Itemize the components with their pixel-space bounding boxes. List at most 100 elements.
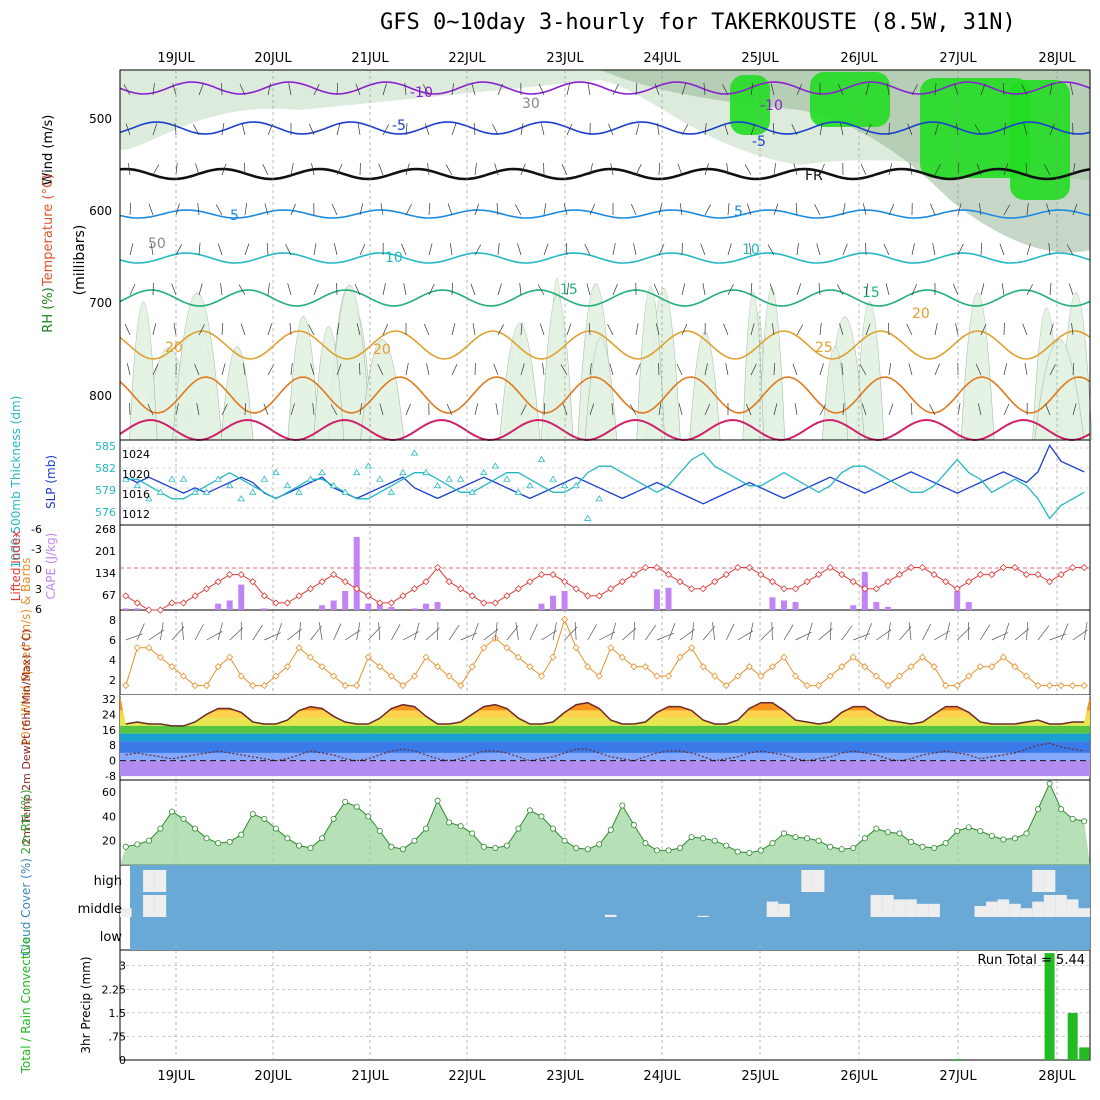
wind10-barb	[899, 626, 912, 641]
run-total-label: Run Total = 5.44	[977, 953, 1085, 968]
thickness-marker	[272, 468, 280, 476]
rh2m-marker	[226, 838, 233, 845]
cloud-mid-block	[1009, 903, 1021, 917]
lifted-index-marker	[884, 578, 892, 586]
rh2m-marker	[145, 837, 152, 844]
upper-wind-barb	[769, 283, 775, 296]
upper-wind-barb	[126, 363, 131, 376]
rh-high-area	[810, 72, 890, 127]
upper-ylabel-mb: (millibars)	[72, 225, 88, 296]
date-label-bottom: 26JUL	[840, 1069, 878, 1084]
wind10-marker	[318, 663, 326, 671]
thickness-ylabel: 1000-500mb Thickness (dm)	[9, 396, 23, 569]
wind10-marker	[549, 653, 557, 661]
thickness-marker	[214, 475, 222, 482]
contour-label: 5	[230, 208, 239, 224]
date-label-bottom: 22JUL	[448, 1069, 486, 1084]
lifted-index-marker	[122, 592, 130, 600]
rh-band	[821, 346, 849, 441]
wind10-marker	[861, 663, 869, 671]
upper-wind-barb	[1003, 163, 1009, 176]
wind10-marker	[1057, 681, 1065, 690]
wind10-marker	[341, 681, 349, 690]
isotherm-10	[119, 252, 1091, 264]
rh2m-marker	[908, 838, 915, 845]
rh2m-marker	[873, 825, 880, 832]
li-tick: 3	[35, 583, 42, 596]
rh2m-marker	[376, 828, 383, 835]
upper-wind-barb	[658, 243, 665, 256]
wind10-marker	[410, 672, 419, 680]
lifted-index-marker	[422, 578, 430, 586]
wind10-barb	[448, 624, 460, 641]
thickness-marker	[468, 488, 476, 495]
upper-wind-barb	[794, 403, 798, 416]
cape-bar	[792, 602, 799, 610]
upper-wind-barb	[750, 83, 754, 96]
thickness-marker	[560, 481, 569, 489]
upper-wind-barb	[819, 163, 825, 176]
cloud-mid-block	[1020, 908, 1033, 917]
rh2m-marker	[700, 835, 707, 842]
upper-wind-barb	[771, 323, 775, 336]
wind10-marker	[272, 672, 280, 680]
wind10-marker	[179, 672, 188, 680]
wind10-barb	[864, 623, 872, 641]
wind10-barb	[908, 622, 912, 641]
upper-ylabel-temp: Temperature (°C)	[41, 174, 56, 287]
wind10-barb	[841, 625, 853, 641]
upper-ytick: 600	[89, 204, 112, 218]
upper-wind-barb	[473, 123, 476, 136]
upper-ytick: 800	[89, 389, 112, 403]
cape-bar	[261, 608, 268, 610]
lifted-index-marker	[295, 592, 303, 600]
upper-wind-barb	[1023, 123, 1028, 136]
slp-tick: 1012	[122, 508, 150, 521]
thickness-marker	[156, 488, 165, 495]
wind10-marker	[688, 644, 696, 652]
cloud-level-label: middle	[78, 902, 122, 917]
upper-wind-barb	[773, 403, 778, 416]
upper-wind-barb	[952, 283, 959, 296]
cape-bar	[538, 603, 545, 610]
rh2m-marker	[342, 798, 349, 805]
upper-wind-barb	[428, 284, 435, 296]
lifted-index-marker	[988, 571, 996, 579]
upper-wind-barb	[424, 123, 430, 136]
wind10-marker	[815, 681, 823, 690]
rh2m-marker	[942, 840, 949, 847]
upper-wind-barb	[313, 283, 319, 296]
lifted-index-marker	[526, 578, 534, 586]
rh2m-marker	[446, 819, 453, 826]
wind10-barb	[656, 632, 674, 641]
wind10-marker	[734, 672, 742, 680]
rh2m-marker	[769, 840, 776, 847]
rh2m-marker	[988, 832, 995, 839]
upper-wind-barb	[267, 123, 274, 136]
li-tick: -6	[31, 523, 42, 536]
upper-wind-barb	[1026, 243, 1031, 256]
precip-bar	[1079, 1047, 1090, 1060]
wind10-marker	[168, 663, 176, 671]
upper-wind-barb	[840, 123, 844, 136]
thickness-marker	[364, 462, 372, 469]
precip-tick: 3	[119, 960, 126, 973]
wind10-marker	[237, 672, 245, 680]
cloud-mid-block	[905, 899, 917, 917]
wind10-barb	[806, 622, 813, 641]
rh2m-marker	[480, 843, 487, 850]
upper-wind-barb	[308, 324, 315, 336]
lifted-index-marker	[965, 578, 973, 586]
upper-wind-barb	[401, 243, 407, 256]
lifted-index-marker	[734, 563, 742, 572]
thickness-marker	[491, 462, 500, 469]
upper-wind-barb	[999, 243, 1005, 256]
cape-bar	[665, 587, 672, 610]
lifted-index-marker	[283, 599, 292, 607]
upper-wind-barb	[888, 163, 893, 176]
upper-wind-barb	[336, 82, 338, 96]
upper-wind-barb	[451, 282, 453, 296]
upper-wind-barb	[474, 244, 482, 256]
upper-wind-barb	[1066, 244, 1074, 256]
wind10-marker	[226, 653, 234, 661]
